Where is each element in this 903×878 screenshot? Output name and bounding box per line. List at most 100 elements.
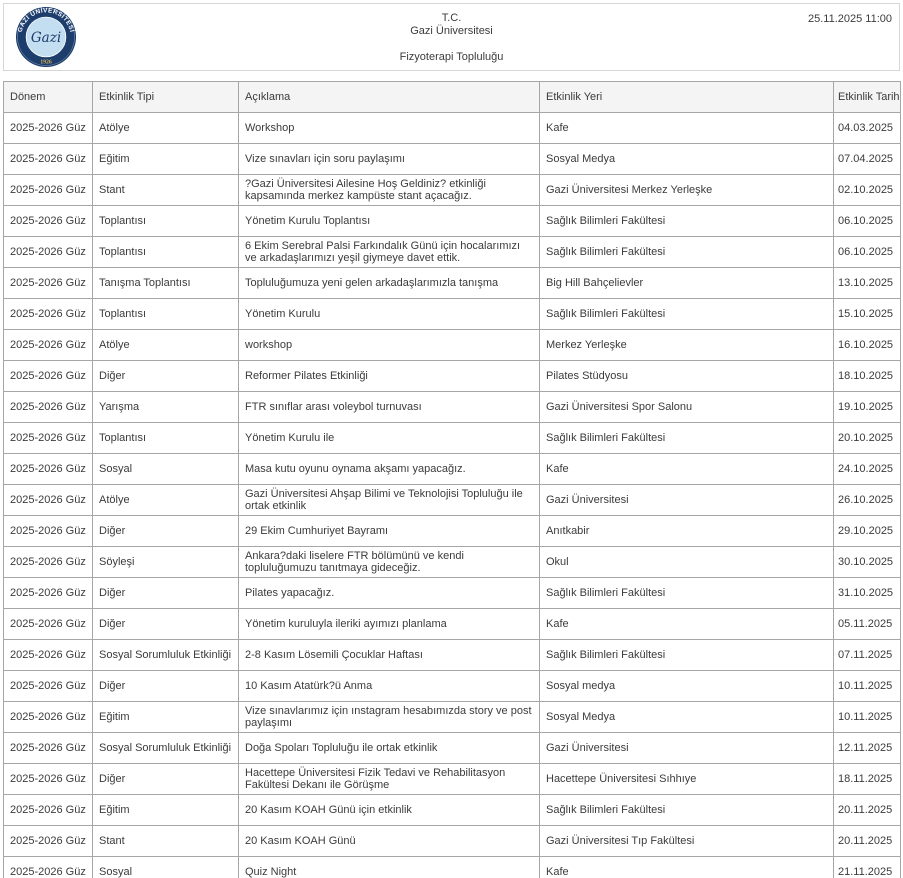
cell-etkinlik-tarihi: 21.11.2025	[833, 856, 901, 878]
table-row: 2025-2026 Güz Diğer Hacettepe Üniversite…	[3, 763, 901, 795]
cell-aciklama: Yönetim Kurulu	[238, 298, 540, 330]
cell-aciklama: Yönetim Kurulu ile	[238, 422, 540, 454]
cell-etkinlik-tipi: Diğer	[92, 360, 239, 392]
cell-donem: 2025-2026 Güz	[3, 422, 93, 454]
cell-etkinlik-tarihi: 02.10.2025	[833, 174, 901, 206]
events-table: Dönem Etkinlik Tipi Açıklama Etkinlik Yeri E…	[3, 81, 901, 878]
cell-etkinlik-yeri: Gazi Üniversitesi Merkez Yerleşke	[539, 174, 834, 206]
report-datetime: 25.11.2025 11:00	[807, 13, 892, 25]
table-row: 2025-2026 Güz Stant 20 Kasım KOAH Günü G…	[3, 825, 901, 857]
cell-etkinlik-tarihi: 15.10.2025	[833, 298, 901, 330]
cell-etkinlik-yeri: Kafe	[539, 856, 834, 878]
cell-etkinlik-tarihi: 13.10.2025	[833, 267, 901, 299]
cell-etkinlik-tipi: Stant	[92, 825, 239, 857]
cell-donem: 2025-2026 Güz	[3, 763, 93, 795]
cell-etkinlik-tipi: Stant	[92, 174, 239, 206]
cell-etkinlik-yeri: Sosyal Medya	[539, 701, 834, 733]
table-row: 2025-2026 Güz Toplantısı Yönetim Kurulu …	[3, 205, 901, 237]
cell-etkinlik-tarihi: 30.10.2025	[833, 546, 901, 578]
cell-etkinlik-tarihi: 19.10.2025	[833, 391, 901, 423]
cell-donem: 2025-2026 Güz	[3, 453, 93, 485]
cell-etkinlik-tarihi: 10.11.2025	[833, 701, 901, 733]
cell-donem: 2025-2026 Güz	[3, 236, 93, 268]
cell-etkinlik-tipi: Eğitim	[92, 794, 239, 826]
table-row: 2025-2026 Güz Diğer 29 Ekim Cumhuriyet B…	[3, 515, 901, 547]
cell-etkinlik-yeri: Sağlık Bilimleri Fakültesi	[539, 639, 834, 671]
cell-etkinlik-yeri: Sağlık Bilimleri Fakültesi	[539, 236, 834, 268]
cell-etkinlik-tipi: Atölye	[92, 484, 239, 516]
cell-aciklama: Doğa Spoları Topluluğu ile ortak etkinli…	[238, 732, 540, 764]
cell-etkinlik-tipi: Söyleşi	[92, 546, 239, 578]
cell-donem: 2025-2026 Güz	[3, 174, 93, 206]
table-row: 2025-2026 Güz Sosyal Sorumluluk Etkinliğ…	[3, 732, 901, 764]
table-row: 2025-2026 Güz Atölye workshop Merkez Yer…	[3, 329, 901, 361]
cell-donem: 2025-2026 Güz	[3, 825, 93, 857]
cell-donem: 2025-2026 Güz	[3, 391, 93, 423]
table-row: 2025-2026 Güz Toplantısı 6 Ekim Serebral…	[3, 236, 901, 268]
cell-etkinlik-yeri: Sağlık Bilimleri Fakültesi	[539, 205, 834, 237]
table-row: 2025-2026 Güz Söyleşi Ankara?daki lisele…	[3, 546, 901, 578]
cell-etkinlik-yeri: Sosyal Medya	[539, 143, 834, 175]
events-table-head: Dönem Etkinlik Tipi Açıklama Etkinlik Yeri E…	[3, 81, 901, 113]
cell-etkinlik-tipi: Eğitim	[92, 701, 239, 733]
header-line-university: Gazi Üniversitesi	[410, 25, 493, 37]
cell-etkinlik-yeri: Kafe	[539, 112, 834, 144]
cell-etkinlik-tipi: Toplantısı	[92, 205, 239, 237]
cell-etkinlik-tarihi: 24.10.2025	[833, 453, 901, 485]
gazi-university-logo-icon: GAZİ ÜNİVERSİTESİ 1926 Gazi	[15, 6, 77, 68]
table-row: 2025-2026 Güz Stant ?Gazi Üniversitesi A…	[3, 174, 901, 206]
cell-aciklama: Workshop	[238, 112, 540, 144]
svg-text:1926: 1926	[40, 60, 52, 66]
cell-etkinlik-tarihi: 20.10.2025	[833, 422, 901, 454]
cell-aciklama: Vize sınavlarımız için ınstagram hesabım…	[238, 701, 540, 733]
table-row: 2025-2026 Güz Diğer Pilates yapacağız. S…	[3, 577, 901, 609]
cell-donem: 2025-2026 Güz	[3, 515, 93, 547]
cell-aciklama: Yönetim kuruluyla ileriki ayımızı planla…	[238, 608, 540, 640]
cell-etkinlik-tarihi: 18.11.2025	[833, 763, 901, 795]
cell-etkinlik-tipi: Diğer	[92, 515, 239, 547]
cell-etkinlik-tipi: Diğer	[92, 763, 239, 795]
report-header: GAZİ ÜNİVERSİTESİ 1926 Gazi T.C. Gazi Ün…	[3, 3, 900, 71]
cell-aciklama: Pilates yapacağız.	[238, 577, 540, 609]
cell-etkinlik-tarihi: 20.11.2025	[833, 825, 901, 857]
cell-etkinlik-yeri: Sağlık Bilimleri Fakültesi	[539, 422, 834, 454]
table-row: 2025-2026 Güz Sosyal Sorumluluk Etkinliğ…	[3, 639, 901, 671]
cell-etkinlik-tipi: Diğer	[92, 670, 239, 702]
table-header-cell-0: Dönem	[3, 81, 93, 113]
cell-etkinlik-yeri: Gazi Üniversitesi Tıp Fakültesi	[539, 825, 834, 857]
cell-etkinlik-tipi: Sosyal	[92, 856, 239, 878]
cell-etkinlik-tarihi: 20.11.2025	[833, 794, 901, 826]
table-header-cell-1: Etkinlik Tipi	[92, 81, 239, 113]
header-line-tc: T.C.	[441, 12, 462, 24]
cell-aciklama: Topluluğumuza yeni gelen arkadaşlarımızl…	[238, 267, 540, 299]
cell-etkinlik-yeri: Gazi Üniversitesi	[539, 732, 834, 764]
cell-etkinlik-tipi: Sosyal Sorumluluk Etkinliği	[92, 732, 239, 764]
cell-aciklama: Masa kutu oyunu oynama akşamı yapacağız.	[238, 453, 540, 485]
table-row: 2025-2026 Güz Toplantısı Yönetim Kurulu …	[3, 422, 901, 454]
cell-etkinlik-yeri: Gazi Üniversitesi	[539, 484, 834, 516]
cell-aciklama: 6 Ekim Serebral Palsi Farkındalık Günü i…	[238, 236, 540, 268]
header-line-community: Fizyoterapi Topluluğu	[399, 51, 504, 63]
cell-donem: 2025-2026 Güz	[3, 546, 93, 578]
cell-donem: 2025-2026 Güz	[3, 732, 93, 764]
cell-etkinlik-tipi: Tanışma Toplantısı	[92, 267, 239, 299]
cell-etkinlik-tarihi: 05.11.2025	[833, 608, 901, 640]
cell-etkinlik-tarihi: 29.10.2025	[833, 515, 901, 547]
cell-etkinlik-yeri: Sosyal medya	[539, 670, 834, 702]
table-row: 2025-2026 Güz Tanışma Toplantısı Toplulu…	[3, 267, 901, 299]
table-header-cell-4: Etkinlik Tarihi	[833, 81, 901, 113]
cell-donem: 2025-2026 Güz	[3, 143, 93, 175]
cell-donem: 2025-2026 Güz	[3, 670, 93, 702]
table-row: 2025-2026 Güz Diğer Yönetim kuruluyla il…	[3, 608, 901, 640]
cell-etkinlik-tarihi: 07.11.2025	[833, 639, 901, 671]
cell-aciklama: FTR sınıflar arası voleybol turnuvası	[238, 391, 540, 423]
cell-etkinlik-tarihi: 18.10.2025	[833, 360, 901, 392]
cell-donem: 2025-2026 Güz	[3, 267, 93, 299]
cell-etkinlik-tarihi: 16.10.2025	[833, 329, 901, 361]
cell-aciklama: Quiz Night	[238, 856, 540, 878]
cell-donem: 2025-2026 Güz	[3, 701, 93, 733]
cell-etkinlik-yeri: Big Hill Bahçelievler	[539, 267, 834, 299]
cell-aciklama: Reformer Pilates Etkinliği	[238, 360, 540, 392]
cell-aciklama: Gazi Üniversitesi Ahşap Bilimi ve Teknol…	[238, 484, 540, 516]
cell-donem: 2025-2026 Güz	[3, 856, 93, 878]
